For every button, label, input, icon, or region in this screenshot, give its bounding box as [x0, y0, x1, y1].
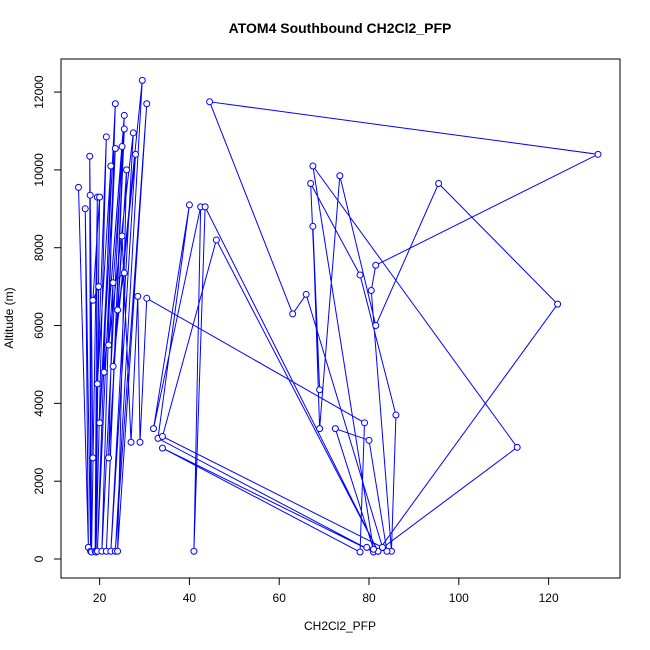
data-point [143, 294, 151, 302]
data-point [309, 222, 317, 230]
y-tick-label: 4000 [32, 390, 46, 417]
data-point [158, 444, 166, 452]
data-point [206, 98, 214, 106]
data-line [78, 80, 600, 553]
data-point [363, 543, 371, 551]
data-point [513, 443, 521, 451]
data-point [149, 425, 157, 433]
data-point [289, 310, 297, 318]
data-point [158, 432, 166, 440]
data-point [316, 425, 324, 433]
data-point [89, 454, 97, 462]
data-point [109, 362, 117, 370]
data-point [361, 419, 369, 427]
data-point [129, 129, 137, 137]
data-point [302, 290, 310, 298]
data-point [132, 150, 140, 158]
data-point [81, 205, 89, 213]
data-point [105, 454, 113, 462]
data-point [109, 279, 117, 287]
data-point [378, 543, 386, 551]
x-tick-label: 80 [362, 591, 376, 605]
data-point [138, 76, 146, 84]
data-point [383, 547, 391, 555]
data-point [120, 125, 128, 133]
x-tick-label: 60 [273, 591, 287, 605]
data-point [212, 236, 220, 244]
data-point [356, 548, 364, 556]
data-point [435, 180, 443, 188]
y-tick-label: 12000 [32, 75, 46, 109]
data-point [123, 166, 131, 174]
data-point [554, 300, 562, 308]
data-point [120, 269, 128, 277]
data-point [118, 232, 126, 240]
y-tick-label: 8000 [32, 234, 46, 261]
data-point [114, 306, 122, 314]
data-point [136, 438, 144, 446]
data-point [127, 438, 135, 446]
data-point [190, 547, 198, 555]
chart-title: ATOM4 Southbound CH2Cl2_PFP [229, 20, 452, 36]
data-point [356, 271, 364, 279]
y-tick-label: 6000 [32, 312, 46, 339]
data-point [96, 419, 104, 427]
data-point [316, 386, 324, 394]
data-point [89, 296, 97, 304]
data-point [185, 201, 193, 209]
x-axis-label: CH2Cl2_PFP [304, 619, 376, 633]
data-point [594, 150, 602, 158]
data-point [143, 100, 151, 108]
data-point [309, 162, 317, 170]
data-point [107, 162, 115, 170]
data-point [365, 436, 373, 444]
x-tick-label: 20 [93, 591, 107, 605]
data-point [134, 292, 142, 300]
data-point [372, 261, 380, 269]
y-tick-label: 2000 [32, 468, 46, 495]
data-point [120, 111, 128, 119]
x-tick-label: 120 [539, 591, 559, 605]
data-point [331, 425, 339, 433]
data-point [201, 203, 209, 211]
data-point [93, 380, 101, 388]
data-point [372, 322, 380, 330]
y-tick-label: 0 [32, 555, 46, 562]
x-tick-label: 100 [449, 591, 469, 605]
data-point [95, 283, 103, 291]
data-point [86, 152, 94, 160]
x-tick-label: 40 [183, 591, 197, 605]
data-point [370, 545, 378, 553]
data-point [336, 172, 344, 180]
data-point [367, 287, 375, 295]
data-point [118, 143, 126, 151]
data-point [86, 191, 94, 199]
plot-frame [60, 58, 621, 579]
data-point [75, 183, 83, 191]
data-point [111, 144, 119, 152]
y-tick-label: 10000 [32, 153, 46, 187]
data-point [100, 368, 108, 376]
data-point [105, 341, 113, 349]
data-point [307, 180, 315, 188]
data-point [114, 547, 122, 555]
y-axis-label: Altitude (m) [2, 287, 16, 348]
data-point [392, 411, 400, 419]
data-point [96, 193, 104, 201]
data-point [102, 133, 110, 141]
data-point [111, 100, 119, 108]
